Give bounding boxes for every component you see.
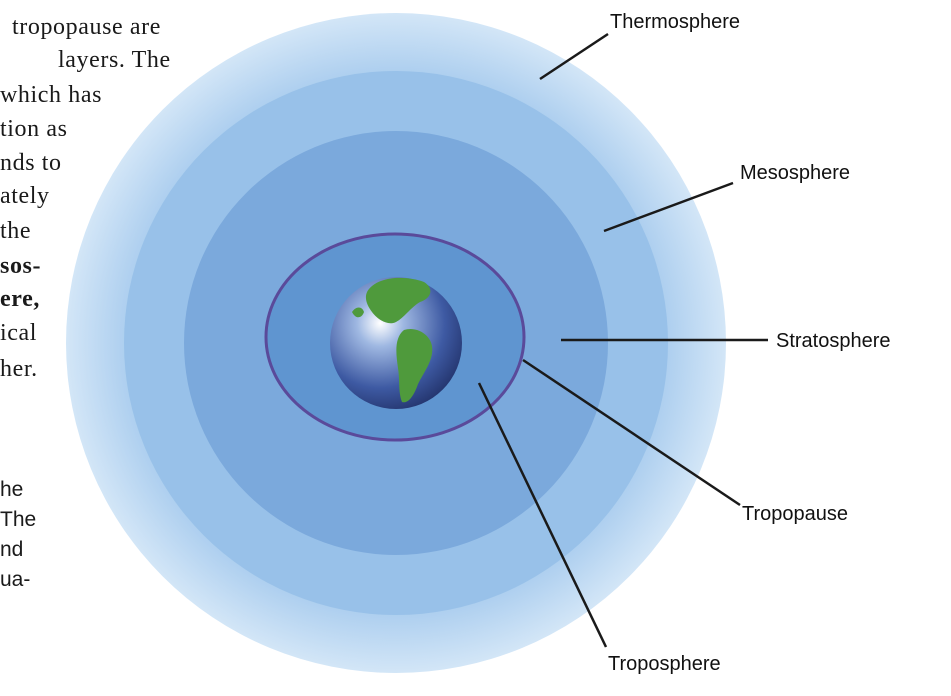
tropopause-label: Tropopause [742,503,848,525]
text-line: nd [0,538,24,561]
mesosphere-leader-line [603,181,734,233]
mesosphere-label: Mesosphere [740,162,850,184]
earth-globe-icon [330,277,462,409]
text-line: the [0,218,32,244]
text-line: layers. The [58,47,171,73]
text-line: he [0,478,24,501]
thermosphere-leader-line [539,32,609,81]
text-line-bold: ere, [0,286,40,312]
troposphere-leader-line [477,382,608,648]
text-line: which has [0,82,103,108]
text-line: tion as [0,116,68,142]
text-line: nds to [0,150,62,176]
text-line: The [0,508,37,531]
text-line: ately [0,183,50,209]
troposphere-label: Troposphere [608,653,721,675]
thermosphere-label: Thermosphere [610,11,740,33]
leader-lines [477,32,768,648]
text-line: ical [0,320,38,346]
stratosphere-label: Stratosphere [776,330,891,352]
text-line: tropopause are [12,14,162,40]
text-line-bold: sos- [0,253,42,279]
text-line: her. [0,356,38,382]
text-line: ua- [0,568,31,591]
tropopause-leader-line [522,358,741,507]
